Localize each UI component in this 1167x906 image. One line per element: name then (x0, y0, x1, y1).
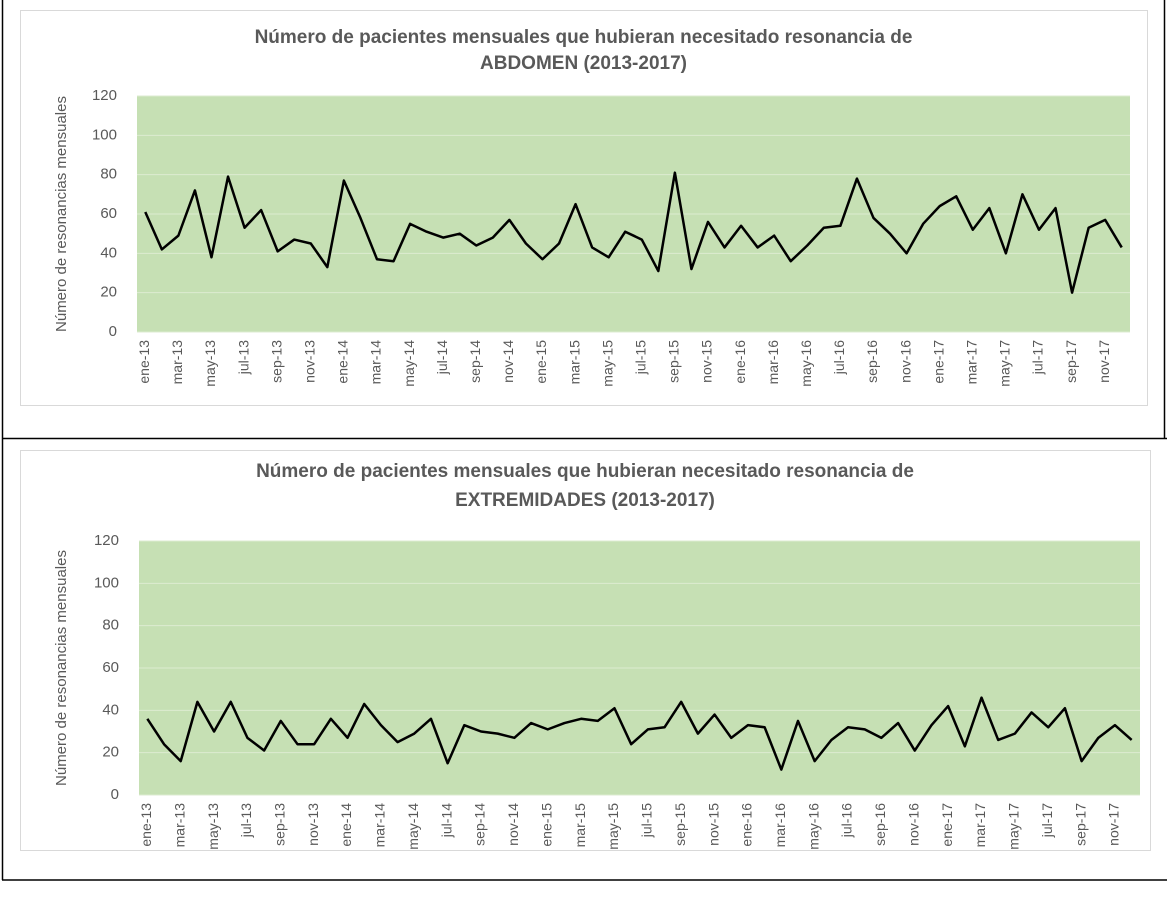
x-tick-label: may-17 (1006, 803, 1022, 850)
x-tick-label: jul-14 (438, 803, 454, 838)
y-tick-label: 60 (102, 659, 119, 676)
x-tick-label: ene-17 (930, 340, 946, 384)
x-tick-label: sep-13 (268, 340, 284, 383)
x-tick-label: sep-14 (472, 803, 488, 846)
x-tick-label: nov-14 (500, 340, 516, 383)
x-tick-label: may-16 (805, 803, 821, 850)
chart-title: Número de pacientes mensuales que hubier… (255, 27, 913, 48)
x-tick-label: mar-14 (372, 803, 388, 848)
x-tick-label: jul-17 (1039, 803, 1055, 838)
x-tick-label: may-14 (405, 803, 421, 850)
x-tick-label: mar-17 (963, 340, 979, 385)
x-tick-label: nov-17 (1106, 803, 1122, 846)
y-tick-label: 80 (100, 166, 117, 183)
y-tick-label: 20 (102, 744, 119, 761)
x-tick-label: nov-13 (301, 340, 317, 383)
x-tick-label: jul-17 (1030, 340, 1046, 375)
y-tick-label: 0 (111, 786, 119, 803)
x-tick-label: jul-15 (639, 803, 655, 838)
data-line (146, 696, 1133, 771)
y-tick-label: 120 (92, 87, 117, 104)
x-tick-label: sep-14 (467, 340, 483, 383)
x-tick-label: may-17 (997, 340, 1013, 387)
x-tick-label: mar-13 (171, 803, 187, 848)
x-tick-label: may-13 (205, 803, 221, 850)
chart-title: Número de pacientes mensuales que hubier… (256, 461, 914, 482)
x-tick-label: sep-15 (672, 803, 688, 846)
chart-title: ABDOMEN (2013-2017) (480, 53, 687, 74)
x-tick-label: nov-15 (699, 340, 715, 383)
x-tick-label: sep-16 (872, 803, 888, 846)
x-tick-label: ene-13 (136, 340, 152, 384)
x-tick-label: jul-16 (839, 803, 855, 838)
x-tick-label: ene-14 (338, 803, 354, 847)
x-tick-label: mar-17 (972, 803, 988, 848)
y-tick-label: 0 (109, 323, 117, 340)
y-tick-label: 100 (92, 126, 117, 143)
x-tick-label: mar-15 (566, 340, 582, 385)
x-tick-label: mar-16 (772, 803, 788, 848)
x-tick-label: nov-15 (705, 803, 721, 846)
x-tick-label: sep-17 (1072, 803, 1088, 846)
y-tick-label: 60 (100, 205, 117, 222)
x-tick-label: jul-13 (238, 803, 254, 838)
x-tick-label: nov-17 (1096, 340, 1112, 383)
x-tick-label: may-14 (401, 340, 417, 387)
chart-title: EXTREMIDADES (2013-2017) (455, 490, 715, 511)
x-tick-label: ene-15 (533, 340, 549, 384)
y-tick-label: 20 (100, 284, 117, 301)
x-tick-label: jul-13 (235, 340, 251, 375)
x-tick-label: may-13 (202, 340, 218, 387)
x-tick-label: jul-16 (831, 340, 847, 375)
x-tick-label: sep-17 (1063, 340, 1079, 383)
y-tick-label: 40 (102, 701, 119, 718)
x-tick-label: ene-17 (939, 803, 955, 847)
x-tick-label: mar-16 (765, 340, 781, 385)
data-line (144, 171, 1123, 294)
y-tick-label: 120 (94, 532, 119, 549)
x-tick-label: may-16 (798, 340, 814, 387)
x-tick-label: nov-16 (897, 340, 913, 383)
y-axis-label: Número de resonancias mensuales (53, 96, 70, 332)
x-tick-label: may-15 (599, 340, 615, 387)
x-tick-label: ene-15 (538, 803, 554, 847)
x-tick-label: ene-16 (732, 340, 748, 384)
x-tick-label: mar-13 (169, 340, 185, 385)
y-tick-label: 100 (94, 574, 119, 591)
x-tick-label: ene-16 (739, 803, 755, 847)
x-tick-label: may-15 (605, 803, 621, 850)
y-tick-label: 40 (100, 244, 117, 261)
y-axis-label: Número de resonancias mensuales (53, 550, 70, 786)
x-tick-label: nov-14 (505, 803, 521, 846)
x-tick-label: nov-16 (905, 803, 921, 846)
x-tick-label: ene-13 (138, 803, 154, 847)
x-tick-label: ene-14 (335, 340, 351, 384)
x-tick-label: sep-16 (864, 340, 880, 383)
x-tick-label: jul-15 (632, 340, 648, 375)
x-tick-label: sep-15 (666, 340, 682, 383)
x-tick-label: mar-14 (368, 340, 384, 385)
x-tick-label: mar-15 (572, 803, 588, 848)
x-tick-label: jul-14 (434, 340, 450, 375)
x-tick-label: nov-13 (305, 803, 321, 846)
x-tick-label: sep-13 (272, 803, 288, 846)
y-tick-label: 80 (102, 617, 119, 634)
